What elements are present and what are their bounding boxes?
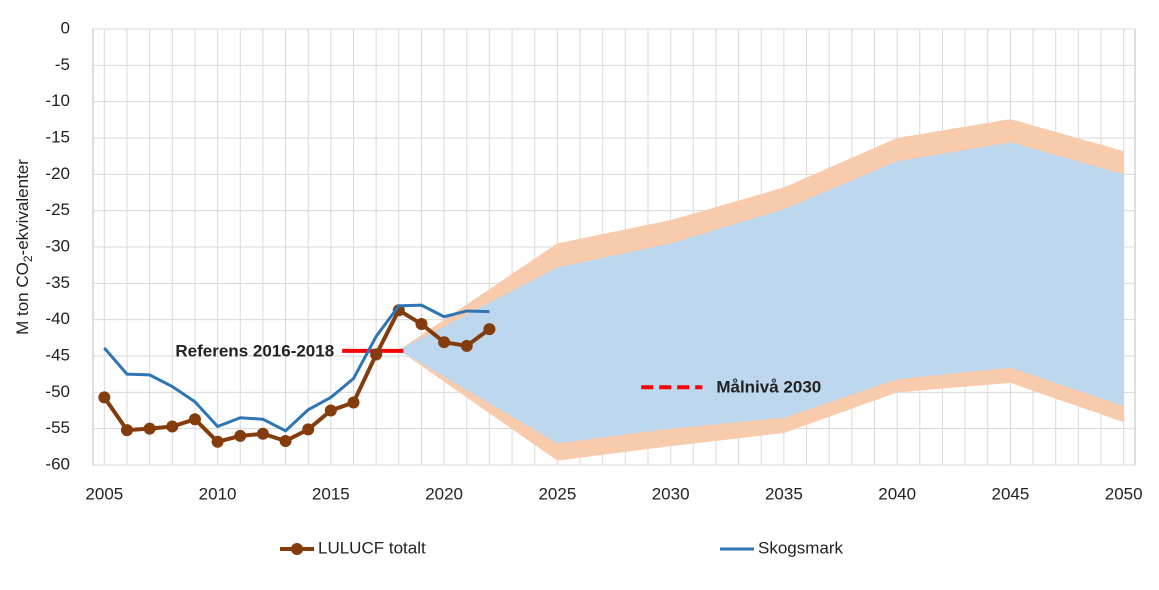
- series-marker: [370, 348, 383, 361]
- reference-label: Målnivå 2030: [716, 378, 821, 397]
- series-marker: [347, 396, 360, 409]
- x-tick-label: 2035: [765, 484, 803, 503]
- scenario-band: [398, 142, 1124, 444]
- series-marker: [256, 427, 269, 440]
- series-marker: [234, 429, 247, 442]
- y-tick-label: -45: [45, 345, 70, 364]
- x-tick-label: 2020: [425, 484, 463, 503]
- series-marker: [324, 404, 337, 417]
- x-tick-label: 2010: [199, 484, 237, 503]
- series-marker: [302, 423, 315, 436]
- series-marker: [438, 336, 451, 349]
- y-tick-label: -25: [45, 200, 70, 219]
- series-marker: [120, 424, 133, 437]
- legend-marker: [291, 543, 303, 555]
- series-marker: [415, 318, 428, 331]
- series-marker: [483, 323, 496, 336]
- series-marker: [211, 435, 224, 448]
- y-tick-label: -40: [45, 309, 70, 328]
- series-line: [103, 303, 490, 433]
- series-marker: [166, 420, 179, 433]
- y-tick-label: -60: [45, 454, 70, 473]
- y-tick-label: -20: [45, 164, 70, 183]
- y-tick-label: -55: [45, 418, 70, 437]
- y-tick-label: -5: [55, 55, 70, 74]
- y-tick-label: -30: [45, 236, 70, 255]
- y-axis-label: M ton CO2-ekvivalenter: [13, 159, 35, 335]
- y-label-part: -ekvivalenter: [13, 159, 32, 256]
- y-tick-label: -35: [45, 273, 70, 292]
- y-label-subscript: 2: [21, 255, 35, 262]
- x-tick-label: 2030: [652, 484, 690, 503]
- y-tick-label: -10: [45, 91, 70, 110]
- x-tick-label: 2015: [312, 484, 350, 503]
- legend-label: Skogsmark: [758, 538, 844, 557]
- legend-label: LULUCF totalt: [318, 538, 426, 557]
- y-tick-label: 0: [61, 18, 70, 37]
- series-marker: [188, 413, 201, 426]
- series-marker: [98, 391, 111, 404]
- x-tick-label: 2040: [878, 484, 916, 503]
- x-tick-label: 2050: [1105, 484, 1143, 503]
- reference-label: Referens 2016-2018: [175, 341, 334, 360]
- y-tick-label: -15: [45, 127, 70, 146]
- series-marker: [143, 422, 156, 435]
- y-tick-label: -50: [45, 382, 70, 401]
- x-tick-label: 2045: [991, 484, 1029, 503]
- x-tick-label: 2025: [538, 484, 576, 503]
- y-label-part: M ton CO: [13, 262, 32, 335]
- x-tick-label: 2005: [85, 484, 123, 503]
- series-marker: [279, 435, 292, 448]
- series-marker: [460, 339, 473, 352]
